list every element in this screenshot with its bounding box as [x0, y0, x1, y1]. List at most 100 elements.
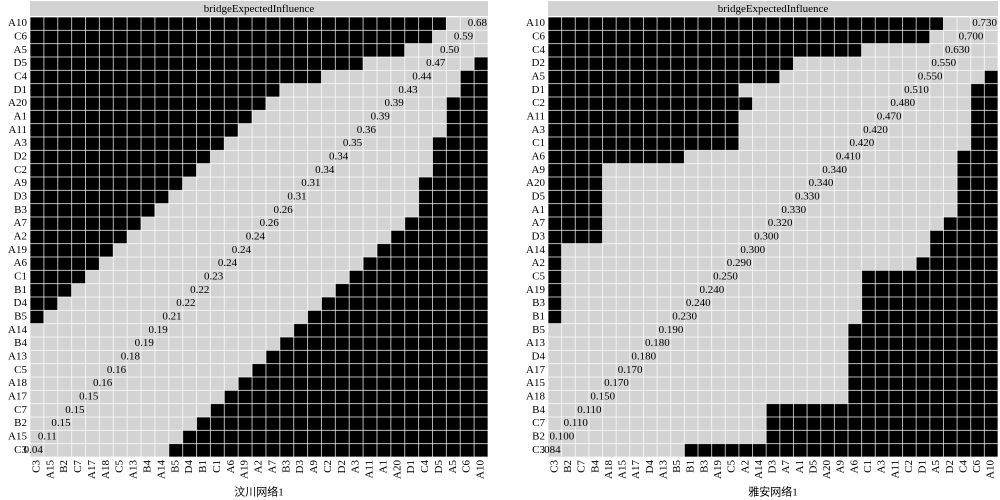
row-label: A17: [8, 391, 27, 403]
column-label: A13: [128, 460, 140, 479]
diagonal-value: 0.330: [795, 191, 820, 203]
cell-run-black: [390, 230, 488, 244]
row-label: A7: [14, 217, 28, 229]
column-label: A10: [475, 460, 487, 479]
caption: 雅安网络1: [748, 485, 798, 499]
row-label: A3: [532, 124, 546, 136]
row-label: A15: [8, 431, 27, 443]
diagonal-value: 0.11: [38, 431, 57, 443]
cell-run-black: [30, 123, 239, 137]
diagonal-value: 0.31: [287, 191, 306, 203]
diagonal-value: 0.240: [700, 284, 725, 296]
column-label: A7: [780, 460, 792, 474]
row-label: A3: [14, 137, 28, 149]
diagonal-value: 0.34: [329, 151, 349, 163]
row-label: A20: [8, 97, 27, 109]
header: bridgeExpectedInfluence: [718, 3, 829, 15]
row-label: C5: [14, 364, 27, 376]
column-label: B3: [280, 460, 292, 473]
diagonal-value: 0.15: [65, 404, 85, 416]
row-label: A5: [14, 44, 28, 56]
row-label: A10: [526, 17, 545, 29]
cell-run-gray: [446, 17, 488, 31]
row-label: A20: [526, 177, 545, 189]
cell-run-black: [30, 283, 72, 297]
row-label: D2: [532, 57, 545, 69]
cell-run-black: [252, 363, 488, 377]
cell-run-black: [957, 177, 998, 191]
diagonal-value: 0.04: [24, 444, 44, 456]
row-label: C4: [532, 44, 545, 56]
row-label: C1: [532, 137, 545, 149]
column-label: D1: [917, 460, 929, 473]
column-label: C4: [419, 460, 431, 473]
cell-run-black: [848, 350, 998, 364]
diagonal-value: 0.31: [301, 177, 320, 189]
column-label: C1: [211, 460, 223, 473]
column-label: D2: [944, 460, 956, 473]
diagonal-value: 0.22: [176, 297, 195, 309]
cell-run-gray: [279, 83, 461, 97]
diagonal-value: 0.16: [93, 377, 113, 389]
cell-run-gray: [196, 163, 433, 177]
row-label: C4: [14, 71, 27, 83]
cell-run-gray: [738, 137, 971, 151]
diagonal-value: .084: [541, 444, 561, 456]
cell-run-gray: [30, 403, 211, 417]
column-label: A18: [603, 460, 615, 479]
header: bridgeExpectedInfluence: [204, 3, 315, 15]
row-label: D5: [532, 191, 546, 203]
row-label: A14: [526, 244, 545, 256]
cell-run-black: [446, 97, 488, 111]
cell-run-black: [418, 203, 488, 217]
diagonal-value: 0.150: [590, 391, 615, 403]
column-label: B3: [698, 460, 710, 473]
diagonal-value: 0.410: [836, 151, 861, 163]
diagonal-value: 0.22: [190, 284, 209, 296]
row-label: A9: [532, 164, 546, 176]
row-label: C2: [532, 97, 545, 109]
row-label: A6: [14, 257, 28, 269]
diagonal-value: 0.26: [273, 204, 293, 216]
diagonal-value: 0.240: [686, 297, 711, 309]
column-label: A9: [308, 460, 320, 474]
cell-run-black: [929, 230, 998, 244]
cell-run-gray: [99, 257, 364, 271]
row-label: A1: [14, 111, 27, 123]
row-label: B5: [532, 324, 545, 336]
column-label: A19: [239, 460, 251, 479]
row-label: A19: [526, 284, 545, 296]
diagonal-value: 0.15: [51, 417, 71, 429]
column-label: D3: [767, 460, 779, 474]
column-label: A2: [739, 460, 751, 473]
cell-run-black: [548, 70, 780, 84]
cell-run-gray: [43, 310, 308, 324]
row-label: A15: [526, 377, 545, 389]
column-label: D4: [183, 460, 195, 474]
diagonal-value: 0.330: [781, 204, 806, 216]
column-label: D5: [807, 460, 819, 474]
cell-run-black: [848, 377, 998, 391]
cell-run-black: [984, 70, 998, 84]
column-label: B1: [685, 460, 697, 473]
cell-run-black: [548, 97, 753, 111]
diagonal-value: 0.35: [343, 137, 363, 149]
cell-run-gray: [57, 297, 322, 311]
column-label: A6: [225, 460, 237, 474]
column-label: C2: [322, 460, 334, 473]
cell-run-black: [766, 417, 998, 431]
diagonal-value: 0.59: [454, 31, 474, 43]
cell-run-gray: [127, 230, 391, 244]
row-label: B1: [532, 311, 545, 323]
column-label: B5: [671, 460, 683, 473]
column-label: A19: [712, 460, 724, 479]
row-label: A7: [532, 217, 546, 229]
row-label: C1: [14, 271, 27, 283]
cell-run-black: [30, 177, 183, 191]
diagonal-value: 0.19: [149, 324, 169, 336]
column-label: A2: [253, 460, 265, 473]
row-label: B3: [532, 297, 545, 309]
cell-run-black: [929, 243, 998, 257]
row-label: A19: [8, 244, 27, 256]
column-label: A15: [44, 460, 56, 479]
